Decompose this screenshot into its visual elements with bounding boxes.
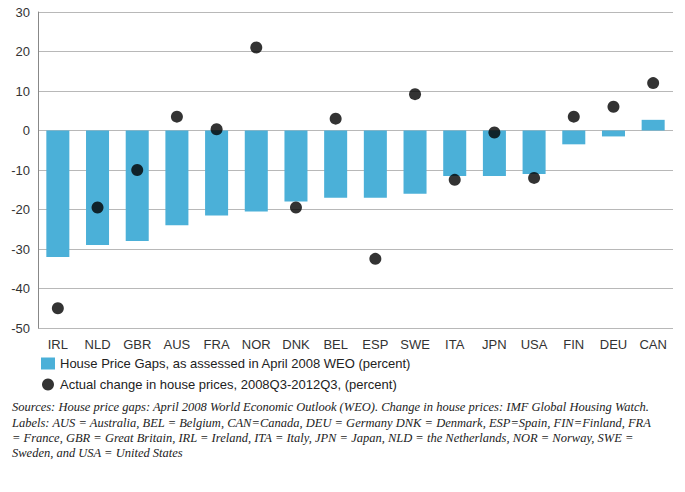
- svg-text:-20: -20: [11, 202, 30, 217]
- svg-text:10: 10: [16, 84, 30, 99]
- svg-text:USA: USA: [521, 337, 548, 352]
- svg-text:AUS: AUS: [164, 337, 191, 352]
- svg-text:GBR: GBR: [123, 337, 151, 352]
- svg-text:House Price Gaps, as assessed: House Price Gaps, as assessed in April 2…: [60, 356, 410, 371]
- svg-text:Actual change in house prices,: Actual change in house prices, 2008Q3-20…: [60, 377, 397, 392]
- svg-text:NOR: NOR: [242, 337, 271, 352]
- svg-text:BEL: BEL: [323, 337, 348, 352]
- svg-text:-30: -30: [11, 242, 30, 257]
- svg-text:ITA: ITA: [445, 337, 465, 352]
- svg-text:DEU: DEU: [600, 337, 627, 352]
- svg-text:NLD: NLD: [85, 337, 111, 352]
- svg-text:-40: -40: [11, 281, 30, 296]
- svg-text:IRL: IRL: [48, 337, 68, 352]
- svg-text:20: 20: [16, 44, 30, 59]
- svg-text:SWE: SWE: [400, 337, 430, 352]
- svg-text:FRA: FRA: [204, 337, 230, 352]
- html-text:Sources: House price gaps: Apr: Sources: House price gaps: April 2008 Wo…: [12, 400, 649, 414]
- html-text:Labels: AUS = Australia, BEL =: Labels: AUS = Australia, BEL = Belgium, …: [12, 416, 651, 460]
- svg-text:CAN: CAN: [639, 337, 666, 352]
- svg-text:JPN: JPN: [482, 337, 507, 352]
- svg-text:ESP: ESP: [362, 337, 388, 352]
- svg-text:-50: -50: [11, 321, 30, 336]
- svg-text:0: 0: [23, 123, 30, 138]
- svg-text:30: 30: [16, 5, 30, 20]
- svg-text:-10: -10: [11, 163, 30, 178]
- svg-text:FIN: FIN: [563, 337, 584, 352]
- svg-text:DNK: DNK: [282, 337, 310, 352]
